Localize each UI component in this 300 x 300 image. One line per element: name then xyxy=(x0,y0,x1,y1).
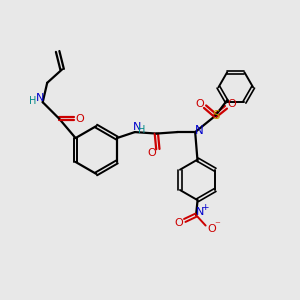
Text: +: + xyxy=(201,203,208,212)
Text: O: O xyxy=(76,114,84,124)
Text: ⁻: ⁻ xyxy=(214,220,220,230)
Text: S: S xyxy=(212,109,220,122)
Text: N: N xyxy=(195,124,204,137)
Text: H: H xyxy=(138,125,146,135)
Text: O: O xyxy=(208,224,217,233)
Text: O: O xyxy=(174,218,183,228)
Text: N: N xyxy=(133,122,141,132)
Text: N: N xyxy=(196,206,204,217)
Text: N: N xyxy=(35,93,44,103)
Text: H: H xyxy=(29,96,37,106)
Text: O: O xyxy=(148,148,156,158)
Text: O: O xyxy=(195,99,204,109)
Text: O: O xyxy=(227,99,236,109)
